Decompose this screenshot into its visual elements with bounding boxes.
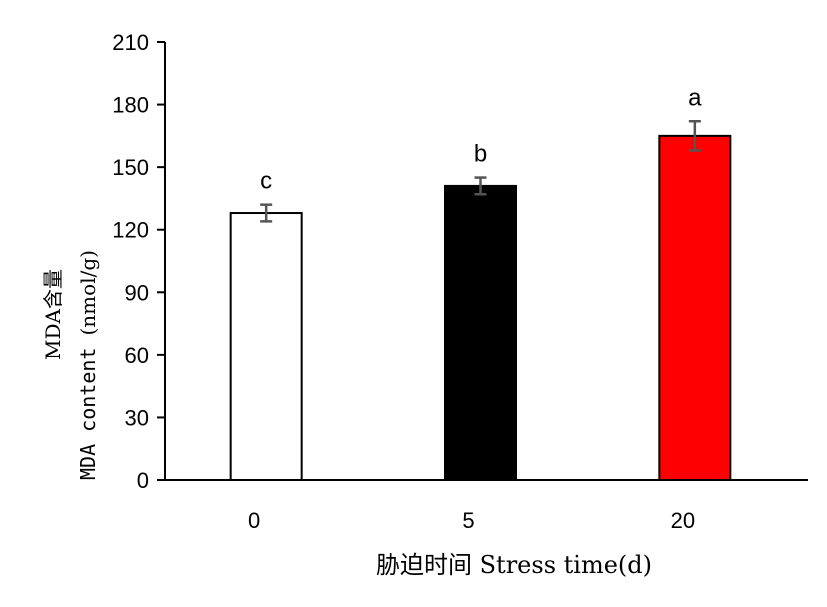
x-tick-label: 0 (248, 508, 260, 533)
y-axis-label: MDA含量 MDA content (nmol/g) (41, 250, 100, 480)
y-tick-label: 180 (112, 93, 149, 118)
significance-letter-5: b (474, 141, 487, 168)
y-axis-label-text: MDA content (76, 336, 100, 481)
bar-0 (229, 212, 303, 481)
significance-letter-20: a (688, 84, 702, 111)
y-tick-label: 30 (125, 405, 149, 430)
x-tick-label: 5 (462, 508, 474, 533)
x-axis-ticks: 0 5 20 (248, 508, 695, 533)
significance-letter-0: c (260, 168, 272, 195)
y-axis-ticks: 0 30 60 90 120 150 180 210 (112, 30, 165, 493)
axes-group (164, 42, 808, 481)
x-tick-label: 20 (671, 508, 695, 533)
y-axis-label-unit: (nmol/g) (76, 250, 100, 335)
bar-20 (658, 134, 732, 481)
y-tick-label: 210 (112, 30, 149, 55)
y-axis-label-line2: MDA content (nmol/g) (76, 250, 100, 480)
bars-group: c b a (229, 84, 732, 482)
y-tick-label: 90 (125, 280, 149, 305)
y-tick-label: 60 (125, 343, 149, 368)
y-tick-label: 150 (112, 155, 149, 180)
y-tick-label: 120 (112, 218, 149, 243)
bar-5 (444, 184, 517, 482)
x-axis-label: 胁迫时间 Stress time(d) (376, 551, 652, 579)
y-axis-label-line1: MDA含量 (41, 269, 65, 360)
y-tick-label: 0 (137, 468, 149, 493)
